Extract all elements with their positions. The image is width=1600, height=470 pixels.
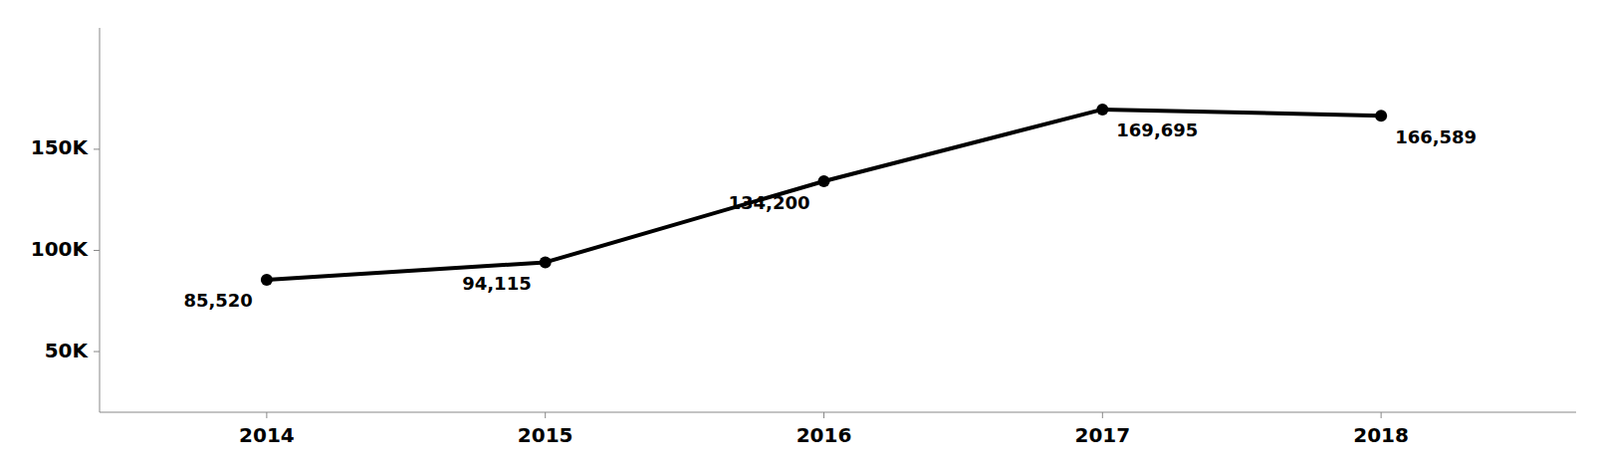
data-label: 85,520: [183, 289, 252, 311]
chart: 50K 100K 150K 2014 2015 2016 2017 2018 85,520 94,…: [0, 0, 1600, 470]
x-tick-label: 2018: [1353, 423, 1409, 448]
series: [260, 103, 1387, 286]
point: [1096, 103, 1109, 116]
x-tick-label: 2016: [796, 423, 853, 448]
y-axis-line: [99, 27, 101, 413]
data-label: 134,200: [728, 192, 811, 214]
y-tick-label: 100K: [30, 236, 90, 261]
line: [266, 109, 1381, 280]
x-axis-line: [99, 412, 1577, 414]
chart-container: 50K 100K 150K 2014 2015 2016 2017 2018 85,520 94,…: [0, 0, 1600, 470]
y-tick: [93, 148, 100, 150]
point: [1374, 109, 1387, 122]
x-tick: [1380, 412, 1382, 419]
x-tick-label: 2015: [517, 423, 574, 448]
x-tick: [823, 412, 825, 419]
y-tick-label: 150K: [30, 135, 90, 160]
data-labels: 85,520 94,115 134,200 169,695 166,589: [183, 119, 1477, 311]
point: [539, 255, 552, 268]
point: [260, 273, 273, 286]
x-tick: [265, 412, 267, 419]
y-tick: [93, 249, 100, 251]
x-tick: [1102, 412, 1104, 419]
x-tick-label: 2017: [1074, 423, 1131, 448]
data-label: 94,115: [461, 272, 531, 294]
data-label: 166,589: [1394, 126, 1477, 148]
x-tick: [544, 412, 546, 419]
point: [818, 175, 831, 188]
y-tick-label: 50K: [44, 338, 90, 363]
data-label: 169,695: [1116, 119, 1198, 141]
axes: 50K 100K 150K 2014 2015 2016 2017 2018: [30, 27, 1577, 448]
y-tick: [93, 351, 100, 353]
x-tick-label: 2014: [238, 423, 295, 448]
